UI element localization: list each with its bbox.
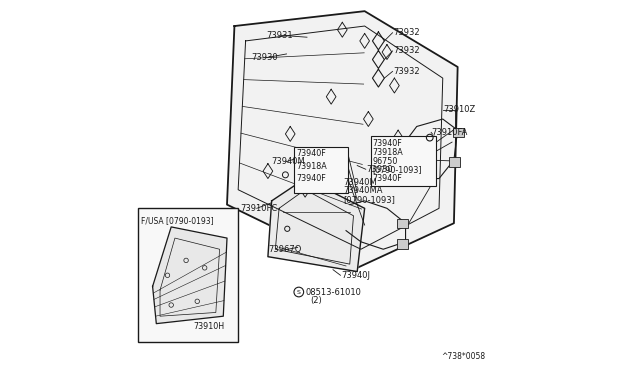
Polygon shape xyxy=(227,11,458,268)
Text: 08513-61010: 08513-61010 xyxy=(305,288,361,296)
Text: S: S xyxy=(297,289,301,295)
Text: 73967Q: 73967Q xyxy=(268,246,301,254)
Text: 96750: 96750 xyxy=(373,157,398,166)
Text: [0790-1093]: [0790-1093] xyxy=(344,195,396,204)
Bar xyxy=(294,147,348,193)
Text: 73932: 73932 xyxy=(394,28,420,37)
Text: 73910Z: 73910Z xyxy=(444,105,476,114)
Text: [0790-1093]: [0790-1093] xyxy=(373,166,422,174)
Text: 73918A: 73918A xyxy=(373,148,404,157)
Text: 73930: 73930 xyxy=(367,165,393,174)
Bar xyxy=(397,239,408,249)
Bar xyxy=(138,208,238,342)
Polygon shape xyxy=(268,179,365,272)
Text: 73940F: 73940F xyxy=(373,139,403,148)
Bar xyxy=(453,128,464,137)
Text: 73932: 73932 xyxy=(394,67,420,76)
Bar xyxy=(371,136,436,186)
Text: 73940F: 73940F xyxy=(296,174,326,183)
Text: 73940MA: 73940MA xyxy=(344,186,383,195)
Text: F/USA [0790-0193]: F/USA [0790-0193] xyxy=(141,216,214,225)
Text: 73940M: 73940M xyxy=(271,157,305,166)
Polygon shape xyxy=(152,227,227,324)
Text: 73940F: 73940F xyxy=(296,149,326,158)
Text: 73931: 73931 xyxy=(266,31,292,40)
Bar xyxy=(449,157,460,167)
Text: 73940J: 73940J xyxy=(342,271,371,280)
Text: 73918A: 73918A xyxy=(296,162,327,171)
Text: 73940F: 73940F xyxy=(373,174,403,183)
Text: 73940M: 73940M xyxy=(344,178,377,187)
Text: 73910FA: 73910FA xyxy=(431,128,468,137)
Text: 73910FC: 73910FC xyxy=(240,204,277,213)
Bar xyxy=(397,219,408,228)
Text: ^738*0058: ^738*0058 xyxy=(441,352,485,361)
Text: 73932: 73932 xyxy=(394,46,420,55)
Text: 73930: 73930 xyxy=(251,53,278,62)
Text: 73910H: 73910H xyxy=(193,322,225,331)
Text: (2): (2) xyxy=(310,296,322,305)
